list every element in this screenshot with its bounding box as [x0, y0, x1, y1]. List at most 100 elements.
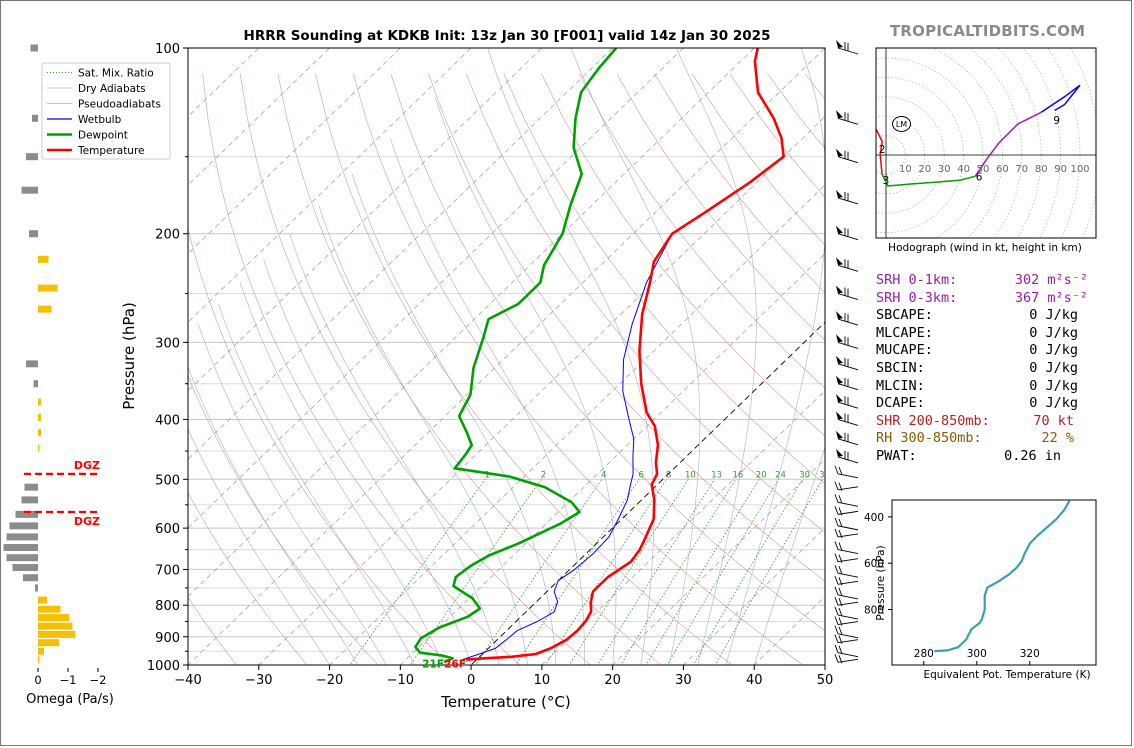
mixing-ratio-label: 2: [541, 470, 546, 480]
barb-tick: [838, 626, 843, 635]
barb-tick: [838, 598, 843, 607]
omega-bar: [30, 44, 38, 52]
wind-barb: [836, 110, 859, 125]
mixing-ratio-line: [475, 479, 603, 665]
hodo-segment: [974, 111, 1042, 177]
mixing-ratio-line: [545, 479, 667, 665]
dgz-label: DGZ: [74, 515, 100, 528]
hodo-ring-label: 30: [938, 164, 951, 175]
stat-row: MLCIN: 0 J/kg: [876, 378, 1126, 396]
omega-bar: [38, 413, 41, 421]
dry-adiabat: [428, 73, 825, 582]
thetae-profile: [934, 500, 1071, 653]
stat-value: 22 %: [1041, 430, 1074, 447]
x-tick-label: 40: [746, 673, 763, 688]
thetae-y-tick-label: 600: [864, 558, 884, 570]
y-tick-label: 700: [155, 563, 180, 578]
legend-label: Dry Adiabats: [78, 83, 146, 95]
hodo-marker-label: LM: [896, 120, 907, 129]
barb-staff: [837, 572, 859, 578]
omega-bar: [38, 639, 59, 647]
wind-barb: [836, 257, 859, 272]
mixing-ratio-label: 4: [601, 470, 606, 480]
wind-barb: [834, 494, 859, 507]
wind-barb: [834, 553, 859, 563]
wind-barb: [834, 541, 859, 555]
omega-bar: [12, 564, 38, 572]
stat-value: 0 J/kg: [1029, 324, 1078, 341]
stat-value: 0 J/kg: [1029, 395, 1078, 412]
barb-tick: [834, 481, 839, 490]
omega-bar: [32, 114, 38, 122]
barb-staff: [837, 549, 859, 555]
omega-bar: [38, 429, 41, 437]
moist-adiabat: [239, 282, 444, 665]
stat-label: SRH 0-3km:: [876, 289, 958, 306]
hodograph-rings: 10 20 30 40 50 60 70 80 90 100: [876, 48, 1096, 238]
hodo-height-label: 3: [883, 175, 890, 187]
dry-adiabat: [9, 74, 175, 679]
skewt-x-axis-label: Temperature (°C): [440, 693, 570, 711]
mixing-ratio-line: [714, 479, 823, 665]
stat-row: SRH 0-3km: 367 m²s⁻²: [876, 290, 1126, 308]
barb-tick: [838, 466, 843, 476]
moist-adiabat: [725, 48, 825, 665]
wind-barb: [834, 506, 859, 516]
isotherm: [188, 48, 543, 392]
wind-barb: [836, 394, 859, 409]
wind-barb: [836, 411, 859, 426]
wind-barb: [836, 334, 859, 349]
wind-barb: [834, 586, 859, 600]
wind-barb: [834, 644, 859, 658]
wind-barb: [836, 430, 859, 446]
barb-staff: [837, 525, 859, 531]
moist-adiabat: [753, 445, 825, 665]
omega-bar: [38, 614, 70, 622]
thetae-y-tick-label: 800: [864, 604, 884, 616]
thetae-x-tick-label: 280: [914, 648, 934, 660]
moist-adiabat: [188, 366, 359, 665]
dgz-label: DGZ: [74, 459, 100, 472]
wind-barb: [836, 189, 859, 205]
hodo-height-label: 2: [879, 144, 886, 156]
stat-row: SRH 0-1km: 302 m²s⁻²: [876, 272, 1126, 290]
barb-tick: [834, 576, 839, 585]
mixing-ratio-line: [692, 479, 803, 665]
barb-flag: [836, 411, 843, 420]
wind-barb: [834, 634, 859, 644]
dry-adiabat: [188, 596, 237, 665]
barb-tick: [834, 616, 839, 625]
hodo-ring-label: 80: [1035, 164, 1048, 175]
wind-barb: [836, 225, 859, 241]
dry-adiabat: [578, 73, 825, 389]
dry-adiabat: [503, 73, 825, 485]
thetae-line: [934, 500, 1071, 653]
isotherm: [258, 116, 825, 665]
barb-tick: [834, 606, 839, 616]
mixing-ratio-label: 6: [638, 470, 643, 480]
barb-tick: [838, 635, 843, 644]
skewt-legend: Sat. Mix. Ratio Dry Adiabats Pseudoadiabat…: [41, 62, 171, 160]
y-tick-label: 500: [155, 473, 180, 488]
barb-tick: [838, 577, 843, 586]
stat-value: 367 m²s⁻²: [1014, 289, 1088, 306]
y-tick-label: 400: [155, 413, 180, 428]
y-tick-label: 900: [155, 631, 180, 646]
omega-bars: [3, 44, 76, 664]
barb-tick: [834, 528, 839, 538]
barb-flag: [836, 311, 843, 320]
mixing-ratio-label: 13: [711, 470, 722, 480]
stat-row: SBCIN: 0 J/kg: [876, 360, 1126, 378]
isotherm: [188, 48, 825, 665]
barb-flag: [836, 110, 843, 119]
stat-row: DCAPE: 0 J/kg: [876, 395, 1126, 413]
barb-tick: [834, 644, 839, 653]
isotherm: [188, 48, 684, 529]
legend-box: [41, 62, 171, 160]
moist-adiabat: [263, 259, 472, 665]
wind-barb: [834, 625, 859, 639]
moist-adiabat: [289, 233, 500, 665]
hodo-segment: [876, 127, 883, 175]
mixing-ratio-label: 30: [799, 470, 810, 480]
